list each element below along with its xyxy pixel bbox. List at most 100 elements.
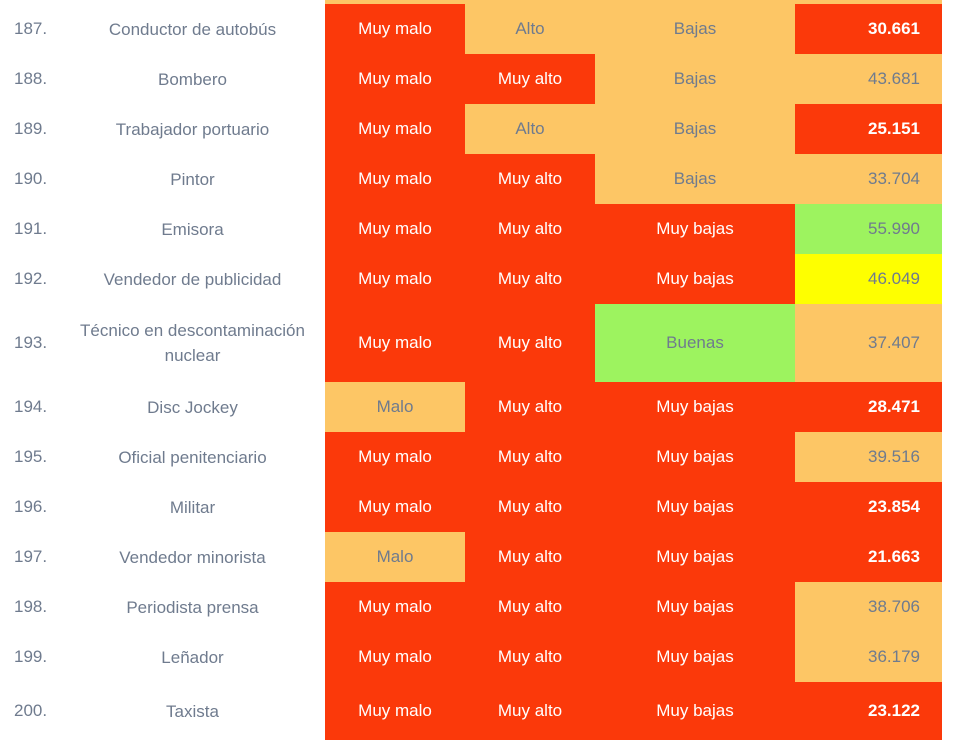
stress-cell: Muy alto bbox=[465, 304, 595, 382]
outlook-cell: Muy bajas bbox=[595, 682, 795, 740]
rank-cell: 187. bbox=[14, 19, 48, 38]
occupation-cell: Vendedor minorista bbox=[119, 547, 266, 567]
occupation-cell: Militar bbox=[169, 497, 216, 517]
salary-cell: 46.049 bbox=[795, 254, 942, 304]
occupation-cell: Emisora bbox=[161, 219, 224, 239]
rating-cell: Muy malo bbox=[325, 432, 465, 482]
rating-cell: Muy malo bbox=[325, 4, 465, 54]
salary-cell: 38.706 bbox=[795, 582, 942, 632]
table-row: 192. Vendedor de publicidad Muy malo Muy… bbox=[0, 254, 956, 304]
rating-cell: Muy malo bbox=[325, 682, 465, 740]
stress-cell: Muy alto bbox=[465, 254, 595, 304]
occupation-cell: Técnico en descontaminación nuclear bbox=[80, 321, 305, 365]
outlook-cell: Bajas bbox=[595, 54, 795, 104]
occupation-cell: Periodista prensa bbox=[126, 597, 259, 617]
salary-cell: 25.151 bbox=[795, 104, 942, 154]
outlook-cell: Muy bajas bbox=[595, 432, 795, 482]
rating-cell: Muy malo bbox=[325, 54, 465, 104]
stress-cell: Muy alto bbox=[465, 482, 595, 532]
rating-cell: Muy malo bbox=[325, 254, 465, 304]
rating-cell: Muy malo bbox=[325, 582, 465, 632]
rank-cell: 198. bbox=[14, 597, 48, 616]
salary-cell: 23.854 bbox=[795, 482, 942, 532]
occupation-cell: Leñador bbox=[161, 647, 224, 667]
occupation-cell: Vendedor de publicidad bbox=[103, 269, 282, 289]
outlook-cell: Muy bajas bbox=[595, 204, 795, 254]
rank-cell: 190. bbox=[14, 169, 48, 188]
stress-cell: Muy alto bbox=[465, 154, 595, 204]
salary-cell: 21.663 bbox=[795, 532, 942, 582]
salary-cell: 30.661 bbox=[795, 4, 942, 54]
rank-cell: 199. bbox=[14, 647, 48, 666]
occupation-cell: Oficial penitenciario bbox=[118, 447, 267, 467]
table-row: 189. Trabajador portuario Muy malo Alto … bbox=[0, 104, 956, 154]
salary-cell: 28.471 bbox=[795, 382, 942, 432]
stress-cell: Muy alto bbox=[465, 382, 595, 432]
table-row: 194. Disc Jockey Malo Muy alto Muy bajas… bbox=[0, 382, 956, 432]
table-row: 193. Técnico en descontaminación nuclear… bbox=[0, 304, 956, 382]
salary-cell: 43.681 bbox=[795, 54, 942, 104]
rank-cell: 193. bbox=[14, 333, 48, 352]
rank-cell: 194. bbox=[14, 397, 48, 416]
occupation-cell: Bombero bbox=[158, 69, 227, 89]
salary-cell: 23.122 bbox=[795, 682, 942, 740]
salary-cell: 33.704 bbox=[795, 154, 942, 204]
table-row: 190. Pintor Muy malo Muy alto Bajas 33.7… bbox=[0, 154, 956, 204]
rating-cell: Malo bbox=[325, 382, 465, 432]
rating-cell: Muy malo bbox=[325, 632, 465, 682]
salary-cell: 39.516 bbox=[795, 432, 942, 482]
rating-cell: Muy malo bbox=[325, 304, 465, 382]
salary-cell: 37.407 bbox=[795, 304, 942, 382]
rating-cell: Muy malo bbox=[325, 482, 465, 532]
stress-cell: Muy alto bbox=[465, 204, 595, 254]
outlook-cell: Muy bajas bbox=[595, 382, 795, 432]
table-row: 199. Leñador Muy malo Muy alto Muy bajas… bbox=[0, 632, 956, 682]
rating-cell: Muy malo bbox=[325, 104, 465, 154]
table-row: 198. Periodista prensa Muy malo Muy alto… bbox=[0, 582, 956, 632]
stress-cell: Muy alto bbox=[465, 682, 595, 740]
rank-cell: 188. bbox=[14, 69, 48, 88]
outlook-cell: Muy bajas bbox=[595, 582, 795, 632]
outlook-cell: Muy bajas bbox=[595, 254, 795, 304]
table-row: 191. Emisora Muy malo Muy alto Muy bajas… bbox=[0, 204, 956, 254]
table-row: 188. Bombero Muy malo Muy alto Bajas 43.… bbox=[0, 54, 956, 104]
rating-cell: Muy malo bbox=[325, 204, 465, 254]
occupation-cell: Pintor bbox=[170, 169, 215, 189]
stress-cell: Muy alto bbox=[465, 632, 595, 682]
stress-cell: Muy alto bbox=[465, 432, 595, 482]
outlook-cell: Bajas bbox=[595, 104, 795, 154]
rank-cell: 197. bbox=[14, 547, 48, 566]
rank-cell: 196. bbox=[14, 497, 48, 516]
rank-cell: 189. bbox=[14, 119, 48, 138]
outlook-cell: Muy bajas bbox=[595, 632, 795, 682]
outlook-cell: Muy bajas bbox=[595, 532, 795, 582]
rank-cell: 195. bbox=[14, 447, 48, 466]
stress-cell: Muy alto bbox=[465, 532, 595, 582]
outlook-cell: Muy bajas bbox=[595, 482, 795, 532]
table-row: 187. Conductor de autobús Muy malo Alto … bbox=[0, 4, 956, 54]
outlook-cell: Buenas bbox=[595, 304, 795, 382]
table-row: 196. Militar Muy malo Muy alto Muy bajas… bbox=[0, 482, 956, 532]
rank-cell: 191. bbox=[14, 219, 48, 238]
outlook-cell: Bajas bbox=[595, 4, 795, 54]
table-row: 197. Vendedor minorista Malo Muy alto Mu… bbox=[0, 532, 956, 582]
stress-cell: Muy alto bbox=[465, 582, 595, 632]
occupation-cell: Disc Jockey bbox=[147, 397, 238, 417]
rank-cell: 192. bbox=[14, 269, 48, 288]
occupation-cell: Taxista bbox=[166, 701, 219, 721]
salary-cell: 55.990 bbox=[795, 204, 942, 254]
table-row: 200. Taxista Muy malo Muy alto Muy bajas… bbox=[0, 682, 956, 740]
outlook-cell: Bajas bbox=[595, 154, 795, 204]
table-row: 195. Oficial penitenciario Muy malo Muy … bbox=[0, 432, 956, 482]
stress-cell: Alto bbox=[465, 104, 595, 154]
occupation-cell: Conductor de autobús bbox=[108, 19, 277, 39]
previous-row-remnant bbox=[325, 0, 942, 4]
rating-cell: Muy malo bbox=[325, 154, 465, 204]
stress-cell: Muy alto bbox=[465, 54, 595, 104]
stress-cell: Alto bbox=[465, 4, 595, 54]
salary-cell: 36.179 bbox=[795, 632, 942, 682]
rating-cell: Malo bbox=[325, 532, 465, 582]
occupation-cell: Trabajador portuario bbox=[115, 119, 270, 139]
rank-cell: 200. bbox=[14, 701, 48, 720]
